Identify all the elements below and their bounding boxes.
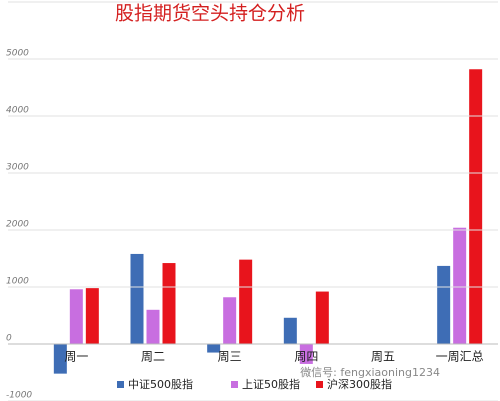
- y-tick-label: 6000: [6, 0, 29, 2]
- y-tick-label: 1000: [6, 277, 29, 287]
- y-tick-label: 5000: [6, 49, 29, 59]
- legend-swatch: [117, 381, 124, 388]
- x-tick-label: 周二: [141, 350, 165, 364]
- x-tick-label: 周三: [218, 350, 242, 364]
- bar: [453, 227, 467, 344]
- y-tick-label: 4000: [6, 106, 29, 116]
- bar: [223, 297, 237, 344]
- watermark: 微信号: fengxiaoning1234: [300, 365, 440, 379]
- bar: [85, 288, 99, 344]
- bar: [162, 263, 176, 344]
- x-tick-label: 一周汇总: [436, 350, 484, 364]
- bar: [283, 317, 297, 344]
- bar: [437, 265, 451, 344]
- y-tick-label: 3000: [6, 163, 29, 173]
- legend-label: 上证50股指: [242, 377, 300, 391]
- legend-swatch: [231, 381, 238, 388]
- bar: [146, 309, 160, 344]
- bar: [69, 289, 83, 344]
- x-tick-label: 周一: [64, 350, 88, 364]
- bar: [130, 253, 144, 344]
- bar: [469, 69, 483, 344]
- legend-label: 中证500股指: [128, 377, 193, 391]
- chart-title: 股指期货空头持仓分析: [115, 3, 305, 25]
- x-tick-label: 周五: [371, 350, 395, 364]
- bar: [299, 344, 313, 364]
- legend-swatch: [316, 381, 323, 388]
- bar: [315, 291, 329, 344]
- bar: [53, 344, 67, 374]
- bar: [207, 344, 221, 353]
- x-tick-label: 周四: [294, 350, 318, 364]
- y-tick-label: -1000: [6, 391, 32, 401]
- legend-label: 沪深300股指: [327, 377, 392, 391]
- y-tick-label: 2000: [6, 220, 29, 230]
- bar: [239, 259, 253, 344]
- y-tick-label: 0: [6, 334, 12, 344]
